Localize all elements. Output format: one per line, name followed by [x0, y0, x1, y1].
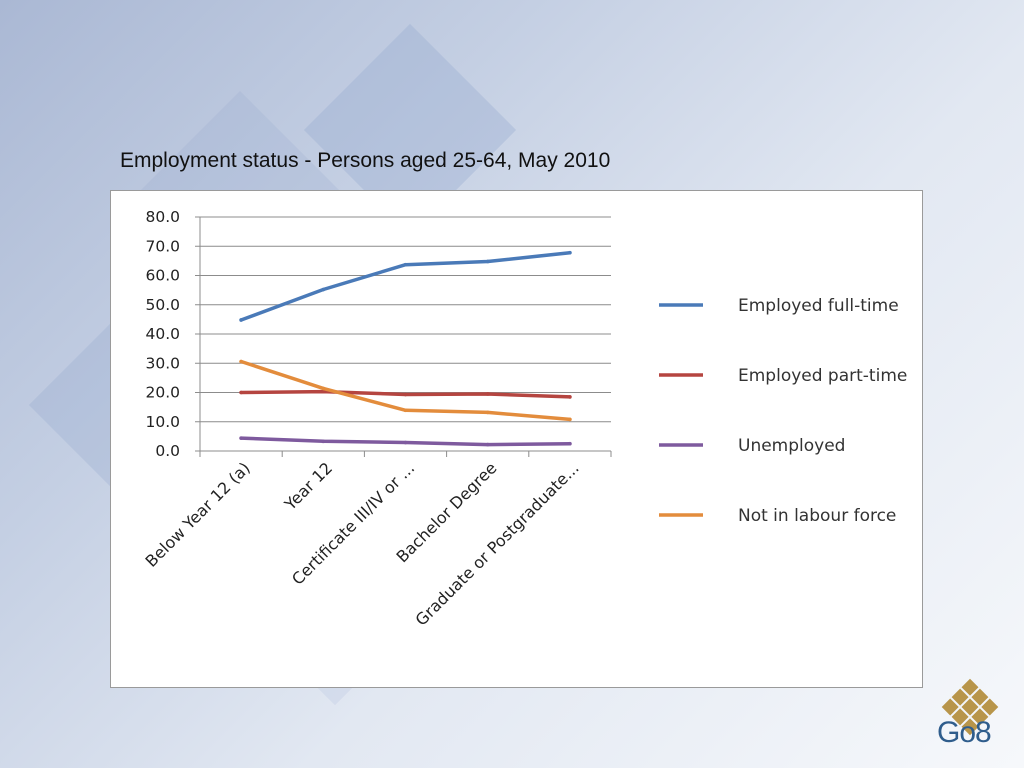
data-point [485, 410, 490, 415]
data-point [568, 250, 572, 255]
series-employed-part-time [239, 389, 572, 399]
legend-label: Unemployed [738, 436, 845, 456]
legend-label: Not in labour force [738, 506, 896, 526]
data-point [485, 259, 490, 264]
data-point [485, 442, 490, 447]
x-category-label: Year 12 [280, 458, 336, 514]
data-point [239, 436, 243, 440]
data-point [403, 440, 408, 445]
y-tick-label: 60.0 [145, 267, 180, 285]
data-point [239, 390, 243, 395]
legend-item: Employed full-time [659, 296, 899, 316]
y-tick-label: 40.0 [145, 325, 180, 343]
logo-diamond [961, 678, 979, 696]
y-tick-label: 80.0 [145, 208, 180, 226]
y-tick-label: 30.0 [145, 354, 180, 372]
data-point [321, 389, 326, 394]
data-point [239, 359, 243, 364]
chart-frame: 0.0 10.0 20.0 30.0 40.0 50.0 60.0 70.0 80.0 Belo… [110, 190, 923, 688]
series-unemployed [239, 436, 572, 447]
go8-logo-icon [941, 678, 999, 736]
data-point [239, 318, 243, 322]
data-point [403, 392, 408, 397]
slide-title: Employment status - Persons aged 25-64, … [120, 149, 611, 172]
data-point [568, 417, 572, 422]
data-point [568, 395, 572, 399]
logo-diamond [941, 698, 959, 716]
x-category-label: Graduate or Postgraduate... [412, 458, 583, 629]
logo-diamond [961, 718, 979, 736]
legend-item: Employed part-time [659, 366, 907, 386]
y-tick-label: 10.0 [145, 413, 180, 431]
chart-axes [195, 216, 612, 457]
series-employed-full-time [239, 250, 572, 322]
data-point [403, 408, 408, 413]
data-point [485, 392, 490, 396]
y-tick-label: 0.0 [155, 442, 180, 460]
legend-label: Employed part-time [738, 366, 907, 386]
y-axis-tick-labels: 0.0 10.0 20.0 30.0 40.0 50.0 60.0 70.0 80.0 [145, 208, 180, 460]
data-point [321, 386, 326, 391]
data-point [321, 287, 326, 292]
series-not-in-labour-force [239, 359, 572, 422]
y-tick-label: 70.0 [145, 237, 180, 255]
x-category-label: Below Year 12 (a) [142, 458, 254, 570]
logo-diamond [961, 698, 979, 716]
legend-label: Employed full-time [738, 296, 899, 316]
logo-diamond [981, 698, 999, 716]
data-point [321, 439, 326, 444]
legend-item: Unemployed [659, 436, 845, 456]
line-chart: 0.0 10.0 20.0 30.0 40.0 50.0 60.0 70.0 80.0 Belo… [142, 208, 908, 630]
y-tick-label: 50.0 [145, 296, 180, 314]
logo-text: Go8 [937, 716, 992, 749]
chart-series [239, 250, 572, 447]
series-line [239, 250, 572, 322]
chart-legend: Employed full-time Employed part-time Unem… [659, 296, 907, 526]
legend-item: Not in labour force [659, 506, 896, 526]
data-point [568, 441, 572, 446]
data-point [403, 262, 408, 267]
y-tick-label: 20.0 [145, 384, 180, 402]
